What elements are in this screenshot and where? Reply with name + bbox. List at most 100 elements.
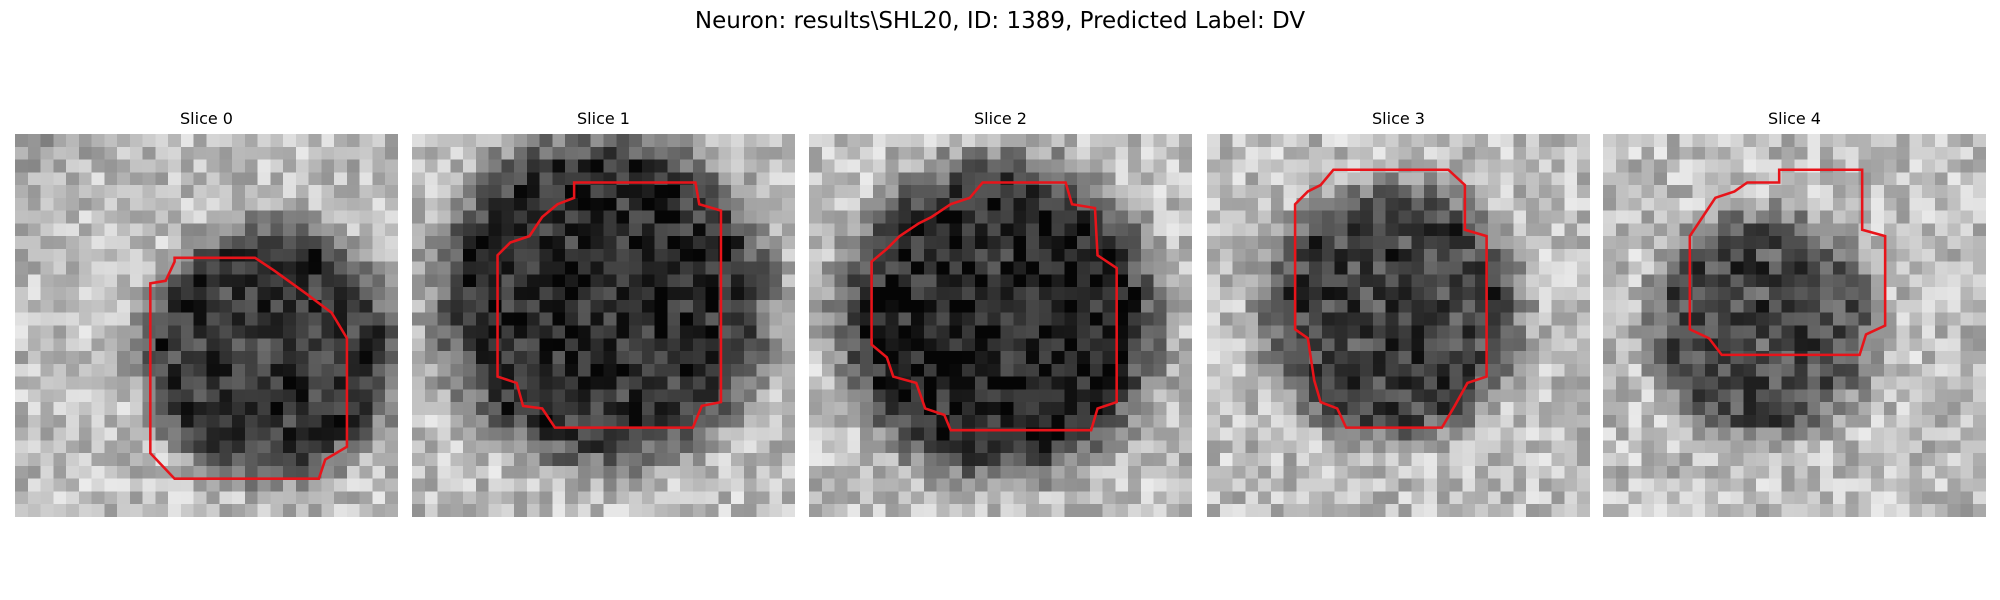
pixel [1283, 236, 1297, 249]
pixel [1000, 363, 1014, 377]
pixel [577, 338, 591, 352]
pixel [809, 351, 822, 364]
pixel [705, 210, 719, 224]
pixel [1219, 261, 1233, 275]
pixel [1372, 287, 1386, 300]
pixel [1820, 491, 1833, 505]
pixel [1947, 197, 1961, 211]
pixel [117, 236, 130, 249]
pixel [180, 376, 194, 390]
pixel [834, 440, 848, 454]
pixel [1334, 185, 1348, 198]
pixel [1564, 478, 1578, 492]
pixel [1768, 376, 1782, 390]
pixel [667, 299, 681, 313]
pixel [117, 134, 130, 147]
pixel [692, 351, 706, 364]
pixel [1475, 274, 1488, 288]
pixel [1807, 134, 1821, 147]
pixel [321, 146, 335, 160]
pixel [1179, 465, 1192, 479]
pixel [232, 427, 245, 441]
pixel [78, 465, 92, 479]
pixel [1128, 172, 1141, 186]
pixel [756, 299, 770, 313]
contour [149, 256, 349, 480]
pixel [514, 453, 527, 466]
pixel [603, 210, 617, 224]
pixel [552, 338, 566, 352]
pixel [987, 146, 1001, 160]
pixel [27, 351, 41, 364]
pixel [1436, 172, 1450, 186]
pixel [180, 414, 194, 428]
pixel [860, 223, 873, 237]
pixel [1334, 299, 1348, 313]
pixel [1615, 465, 1629, 479]
pixel [1219, 504, 1233, 517]
pixel [1973, 389, 1986, 403]
pixel [78, 197, 92, 211]
pixel [27, 287, 41, 300]
pixel [463, 363, 476, 377]
pixel [1947, 223, 1961, 237]
pixel [1845, 299, 1859, 313]
pixel [514, 274, 527, 288]
pixel [641, 351, 655, 364]
pixel [731, 402, 744, 415]
pixel [1487, 185, 1501, 198]
pixel [91, 363, 105, 377]
pixel [654, 299, 668, 313]
pixel [539, 172, 553, 186]
pixel [1603, 236, 1616, 249]
pixel [1462, 402, 1476, 415]
pixel [1538, 465, 1552, 479]
pixel [346, 504, 360, 517]
pixel [15, 440, 28, 454]
pixel [1245, 338, 1259, 352]
pixel [1089, 338, 1103, 352]
pixel [1641, 491, 1655, 505]
pixel [1564, 134, 1578, 147]
pixel [834, 287, 848, 300]
pixel [1960, 299, 1974, 313]
pixel [526, 172, 540, 186]
pixel [1258, 312, 1271, 326]
pixel [743, 274, 757, 288]
pixel [1820, 185, 1833, 198]
pixel [821, 389, 835, 403]
pixel [1038, 146, 1052, 160]
pixel [27, 299, 41, 313]
pixel [1128, 223, 1141, 237]
pixel [1603, 427, 1616, 441]
pixel [1038, 159, 1052, 173]
pixel [1411, 223, 1425, 237]
pixel [1922, 261, 1935, 275]
pixel [1000, 491, 1014, 505]
pixel [91, 376, 105, 390]
pixel [1794, 478, 1808, 492]
pixel [475, 236, 489, 249]
pixel [1038, 134, 1052, 147]
pixel [1102, 478, 1116, 492]
pixel [1641, 389, 1655, 403]
pixel [1424, 440, 1437, 454]
pixel [180, 172, 194, 186]
pixel [1858, 236, 1872, 249]
pixel [1360, 134, 1373, 147]
pixel [1871, 287, 1884, 300]
pixel [1743, 248, 1757, 262]
pixel [117, 312, 130, 326]
pixel [308, 274, 322, 288]
pixel [1603, 376, 1616, 390]
pixel [1000, 134, 1014, 147]
pixel [552, 402, 566, 415]
pixel [782, 172, 795, 186]
pixel [1615, 440, 1629, 454]
pixel [53, 236, 67, 249]
pixel [168, 402, 181, 415]
pixel [821, 376, 835, 390]
pixel [180, 248, 194, 262]
pixel [1179, 504, 1192, 517]
pixel [488, 351, 502, 364]
